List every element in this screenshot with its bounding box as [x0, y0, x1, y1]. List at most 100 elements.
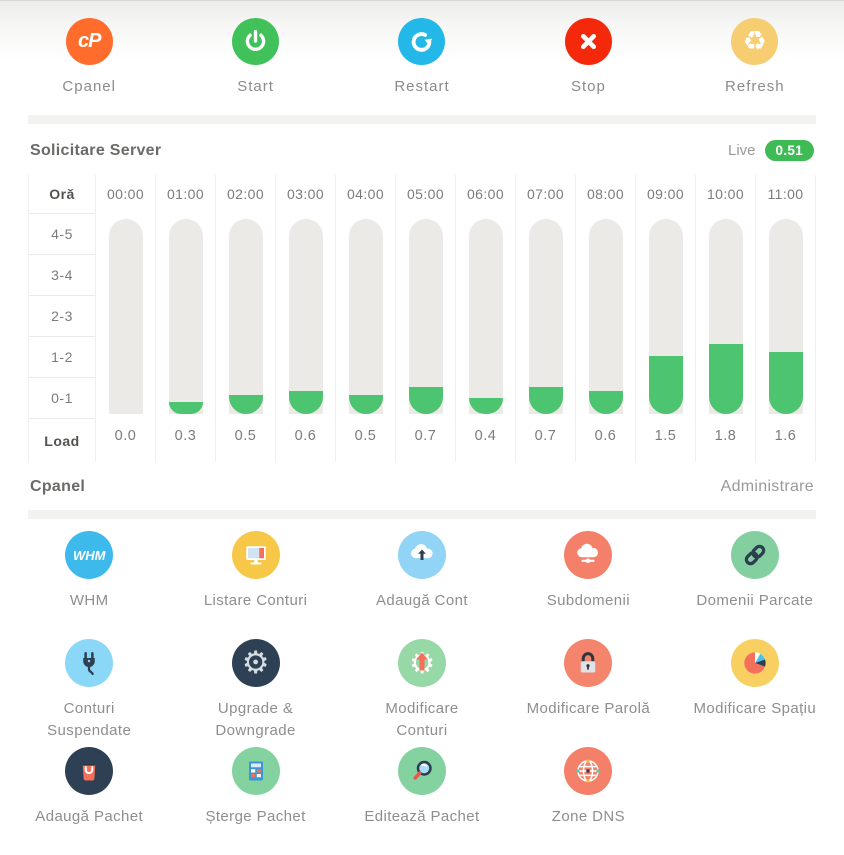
load-chart: Oră 4-5 3-4 2-3 1-2 0-1 Load 00:00 0.0 0… — [28, 175, 816, 462]
tool-listare-conturi[interactable]: Listare Conturi — [172, 531, 338, 639]
load-value: 0.4 — [474, 427, 497, 444]
globe-icon — [564, 747, 613, 795]
axis-row-label: 0-1 — [29, 378, 95, 419]
bar-fill — [708, 343, 743, 414]
tool-label: WHM — [69, 592, 109, 609]
load-bar — [276, 213, 335, 414]
hour-label: 06:00 — [466, 186, 505, 202]
pie-chart-icon — [730, 639, 779, 687]
tool-conturi-suspendate[interactable]: Conturi Suspendate — [6, 639, 172, 747]
axis-footer-label: Load — [44, 432, 80, 449]
tool-adauga-pachet[interactable]: Adaugă Pachet — [6, 747, 172, 855]
tool-label: Zone DNS — [551, 808, 625, 825]
hour-label: 09:00 — [646, 186, 685, 202]
action-refresh[interactable]: ♻ Refresh — [672, 18, 838, 96]
action-restart[interactable]: Restart — [339, 18, 505, 96]
hour-label: 07:00 — [526, 186, 565, 202]
section-title: Cpanel — [30, 478, 86, 495]
restart-arrow-icon — [398, 18, 446, 65]
load-bar — [336, 213, 395, 414]
recycle-icon: ♻ — [731, 18, 779, 65]
bar-track — [468, 219, 503, 414]
load-bar — [576, 213, 635, 414]
tool-subdomenii[interactable]: Subdomenii — [505, 531, 671, 639]
load-value: 0.6 — [294, 427, 317, 444]
axis-row-label: 4-5 — [29, 214, 95, 255]
load-value: 0.5 — [354, 427, 377, 444]
hour-label: 08:00 — [586, 186, 625, 202]
tool-modificare-parola[interactable]: Modificare Parolă — [505, 639, 671, 747]
action-stop[interactable]: Stop — [505, 18, 671, 96]
whm-logo-icon: WHM — [65, 531, 114, 579]
tool-editeaza-pachet[interactable]: Editează Pachet — [339, 747, 505, 855]
cpanel-section-header: Cpanel Administrare — [30, 462, 814, 510]
gear-up-arrow-icon: ⚙ — [397, 639, 446, 687]
chart-column: 05:00 0.7 — [395, 175, 455, 462]
load-bar — [636, 213, 695, 414]
action-label: Start — [237, 78, 274, 95]
padlock-icon — [564, 639, 613, 687]
tool-label: Adaugă Pachet — [35, 808, 144, 825]
load-value: 0.6 — [594, 427, 617, 444]
chart-column: 03:00 0.6 — [275, 175, 335, 462]
bar-fill — [648, 355, 683, 414]
chart-column: 06:00 0.4 — [455, 175, 515, 462]
tool-modificare-conturi[interactable]: ⚙ Modificare Conturi — [339, 639, 505, 747]
bar-track — [228, 219, 263, 414]
tool-label: Upgrade & Downgrade — [215, 700, 296, 739]
bar-fill — [768, 351, 803, 414]
bar-track — [168, 219, 203, 414]
tool-modificare-spatiu[interactable]: Modificare Spațiu — [672, 639, 838, 747]
tool-label: Modificare Parolă — [526, 700, 651, 717]
load-value: 0.7 — [414, 427, 437, 444]
tool-sterge-pachet[interactable]: Șterge Pachet — [172, 747, 338, 855]
hour-label: 04:00 — [346, 186, 385, 202]
load-bar — [96, 213, 155, 414]
action-start[interactable]: Start — [172, 18, 338, 96]
tool-adauga-cont[interactable]: Adaugă Cont — [339, 531, 505, 639]
action-cpanel[interactable]: cP Cpanel — [6, 18, 172, 96]
tool-label: Adaugă Cont — [376, 592, 468, 609]
tool-zone-dns[interactable]: Zone DNS — [505, 747, 671, 855]
load-bar — [696, 213, 755, 414]
load-bar — [456, 213, 515, 414]
tool-whm[interactable]: WHM WHM — [6, 531, 172, 639]
bar-track — [408, 219, 443, 414]
hour-label: 10:00 — [706, 186, 745, 202]
tool-upgrade-downgrade[interactable]: ⚙ Upgrade & Downgrade — [172, 639, 338, 747]
bar-fill — [528, 386, 563, 414]
load-bar — [156, 213, 215, 414]
axis-row-label: 3-4 — [29, 255, 95, 296]
chart-column: 09:00 1.5 — [635, 175, 695, 462]
bar-fill — [168, 402, 203, 414]
bar-fill — [348, 394, 383, 414]
tool-domenii-parcate[interactable]: Domenii Parcate — [672, 531, 838, 639]
up-arrow-icon — [415, 652, 428, 671]
tool-label: Domenii Parcate — [696, 592, 814, 609]
action-label: Refresh — [725, 78, 785, 95]
chart-column: 10:00 1.8 — [695, 175, 755, 462]
power-icon — [232, 18, 280, 65]
section-divider — [28, 510, 816, 519]
live-value-badge: 0.51 — [764, 140, 814, 161]
bar-track — [348, 219, 383, 414]
cpanel-logo-icon: cP — [65, 18, 113, 65]
calculator-icon — [231, 747, 280, 795]
hour-label: 01:00 — [166, 186, 205, 202]
magnifier-icon — [397, 747, 446, 795]
load-value: 0.0 — [114, 427, 137, 444]
hour-label: 11:00 — [767, 186, 804, 202]
load-bar — [756, 213, 815, 414]
section-title: Solicitare Server — [30, 141, 162, 159]
axis-corner-label: Oră — [29, 175, 95, 214]
action-label: Stop — [570, 78, 606, 95]
tool-label: Listare Conturi — [203, 592, 308, 609]
server-actions-bar: cP Cpanel Start Restart Stop ♻ Refresh — [0, 0, 844, 115]
load-value: 1.5 — [654, 427, 677, 444]
load-value: 0.3 — [174, 427, 197, 444]
tool-label: Modificare Conturi — [385, 700, 459, 739]
load-value: 0.7 — [534, 427, 557, 444]
hour-label: 00:00 — [106, 186, 145, 202]
chart-column: 02:00 0.5 — [215, 175, 275, 462]
section-divider — [28, 115, 816, 124]
